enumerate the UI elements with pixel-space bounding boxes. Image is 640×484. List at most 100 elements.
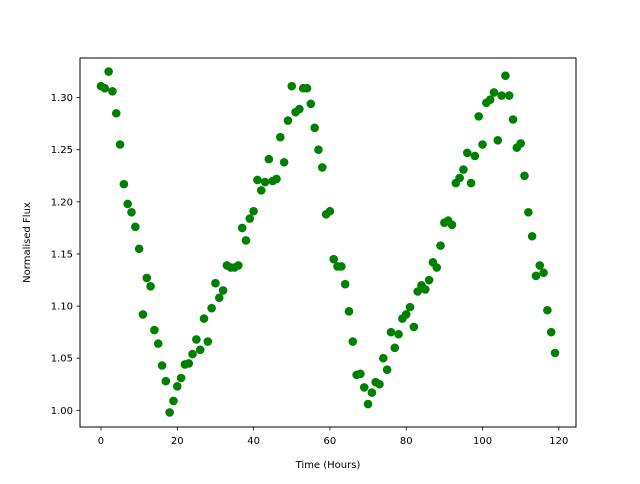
data-point <box>115 140 125 149</box>
x-tick-label: 80 <box>400 436 413 447</box>
y-tick-label: 1.30 <box>51 93 73 104</box>
data-point <box>516 139 525 148</box>
data-point <box>474 112 484 121</box>
data-point <box>543 305 552 315</box>
data-point <box>478 140 487 149</box>
data-point <box>249 206 258 216</box>
data-point <box>348 337 358 346</box>
data-point <box>409 322 419 332</box>
data-point <box>203 337 213 346</box>
x-tick-label: 0 <box>98 436 104 447</box>
data-point <box>367 388 377 397</box>
data-point <box>150 325 159 335</box>
data-point <box>375 379 384 389</box>
data-point <box>184 359 194 368</box>
data-point <box>207 303 216 313</box>
data-point <box>466 178 476 188</box>
data-point <box>161 376 171 386</box>
data-point <box>279 157 289 167</box>
data-point <box>497 91 506 100</box>
data-point <box>382 365 392 374</box>
data-point <box>245 214 255 223</box>
data-point <box>169 396 178 406</box>
data-point <box>539 268 548 278</box>
y-axis-ticks: 1.00 1.05 1.10 1.15 1.20 1.25 1.30 <box>51 93 80 417</box>
data-point <box>138 310 148 319</box>
data-point <box>211 278 220 288</box>
data-point <box>401 310 411 319</box>
data-point <box>379 353 388 363</box>
data-point <box>527 231 537 241</box>
data-point <box>459 165 468 174</box>
data-point <box>276 132 285 142</box>
data-point <box>146 281 155 291</box>
data-point <box>119 179 129 189</box>
data-point <box>356 369 365 379</box>
data-point <box>131 222 140 232</box>
data-point <box>104 67 113 76</box>
data-point <box>424 275 434 285</box>
data-point <box>214 293 224 303</box>
y-tick-label: 1.05 <box>51 354 73 365</box>
data-point <box>134 244 144 254</box>
data-point <box>489 88 499 97</box>
data-point <box>218 286 228 295</box>
y-tick-label: 1.25 <box>51 145 73 156</box>
data-point <box>447 220 457 230</box>
data-point <box>192 335 201 344</box>
data-point <box>501 71 510 81</box>
data-point <box>153 339 163 348</box>
data-point <box>302 83 312 93</box>
data-point <box>295 104 304 114</box>
data-point <box>172 382 182 391</box>
data-point <box>504 91 514 100</box>
data-point <box>199 314 209 323</box>
data-point <box>436 241 445 250</box>
data-point <box>165 408 174 417</box>
data-point <box>157 361 167 370</box>
x-axis-ticks: 0 20 40 60 80 100 120 <box>98 427 568 447</box>
data-point <box>188 349 197 359</box>
y-tick-label: 1.00 <box>51 406 73 417</box>
data-point <box>176 373 186 383</box>
y-axis-label: Normalised Flux <box>22 202 33 283</box>
data-point <box>123 199 132 209</box>
data-point <box>394 329 403 339</box>
data-point <box>508 115 518 124</box>
data-point <box>237 223 247 233</box>
data-point <box>287 81 297 91</box>
x-tick-label: 20 <box>171 436 184 447</box>
data-point <box>390 343 400 353</box>
data-point <box>317 163 327 172</box>
data-point <box>531 271 541 281</box>
x-tick-label: 60 <box>324 436 337 447</box>
data-point <box>260 177 270 187</box>
y-tick-label: 1.20 <box>51 197 73 208</box>
data-point <box>314 145 323 155</box>
data-point <box>272 174 281 184</box>
data-points <box>96 67 560 417</box>
data-point <box>195 345 205 355</box>
y-tick-label: 1.15 <box>51 249 73 260</box>
x-tick-label: 40 <box>247 436 260 447</box>
data-point <box>386 327 396 337</box>
data-point <box>344 307 354 316</box>
data-point <box>256 186 266 195</box>
data-point <box>127 207 136 217</box>
data-point <box>432 263 442 272</box>
data-point <box>306 99 316 109</box>
data-point <box>455 173 464 183</box>
data-point <box>462 148 472 158</box>
x-tick-label: 100 <box>473 436 492 447</box>
data-point <box>310 123 319 133</box>
data-point <box>493 136 503 145</box>
data-point <box>420 285 430 294</box>
data-point <box>520 171 529 181</box>
y-tick-label: 1.10 <box>51 302 73 313</box>
data-point <box>241 236 251 245</box>
data-point <box>485 95 495 104</box>
data-point <box>405 302 415 312</box>
